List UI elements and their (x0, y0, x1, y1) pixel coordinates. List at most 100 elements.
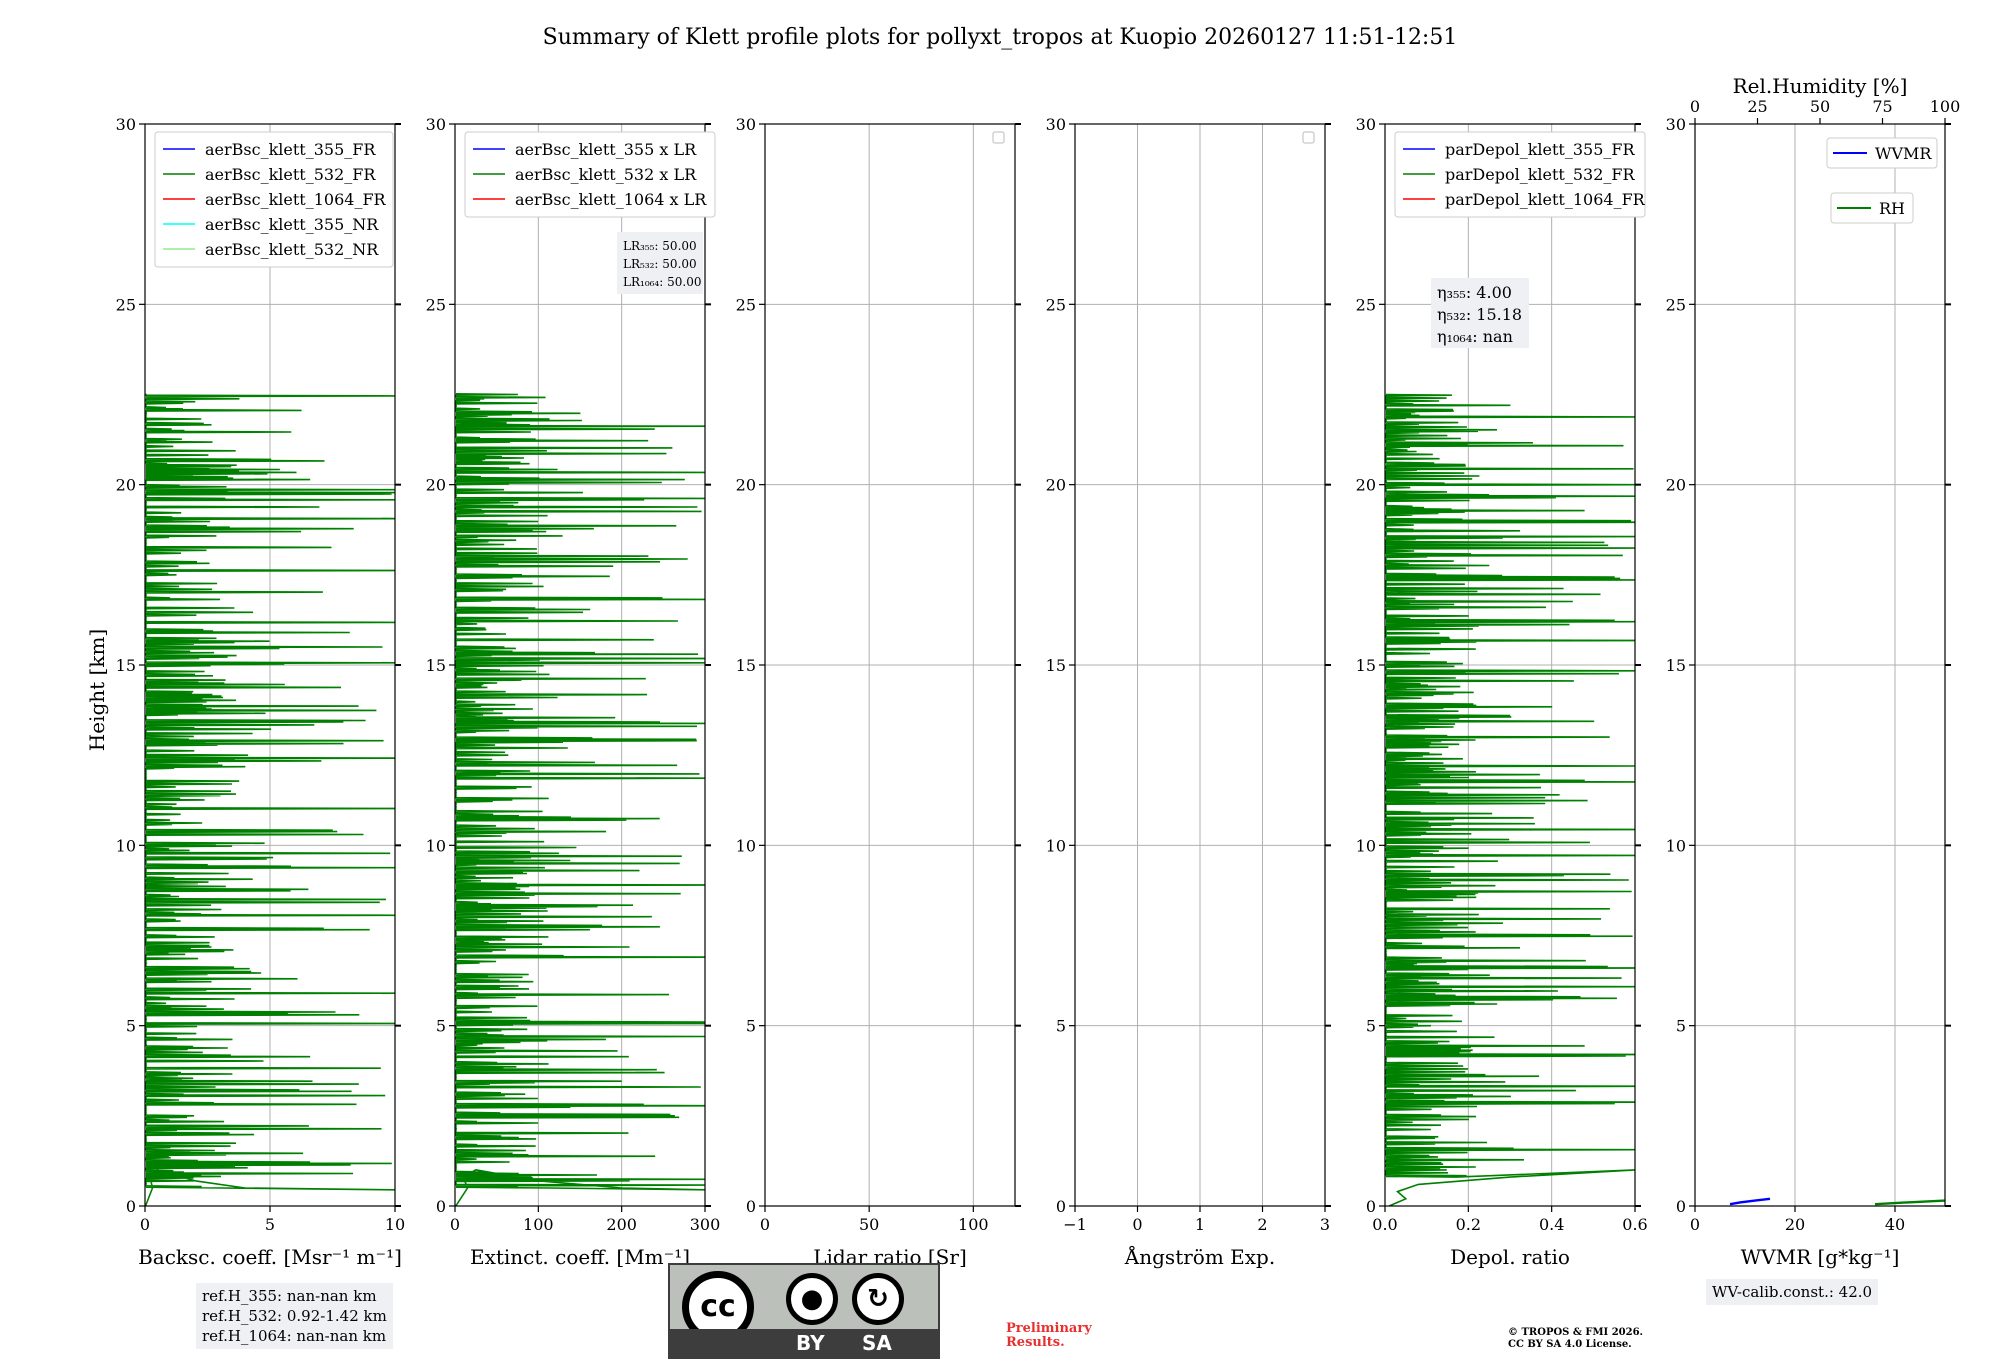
x-tick-label-depol: 0.0 (1372, 1215, 1397, 1234)
x-tick-label-backscatter: 5 (265, 1215, 275, 1234)
data-backscatter (145, 393, 395, 1206)
y-tick-label-angstrom: 5 (1056, 1017, 1066, 1036)
x-tick-label-angstrom: 2 (1257, 1215, 1267, 1234)
eta-box-line: η₁₀₆₄: nan (1437, 327, 1513, 346)
eta-box-line: η₃₅₅: 4.00 (1437, 283, 1512, 302)
copyright-note: © TROPOS & FMI 2026. CC BY SA 4.0 Licens… (1508, 1327, 1644, 1350)
series-line-RH (1874, 1199, 1945, 1206)
series-line-aerBsc_klett_532 x LR (455, 393, 705, 1206)
y-tick-label-backscatter: 30 (116, 115, 136, 134)
ref-height-532: ref.H_532: 0.92-1.42 km (202, 1307, 387, 1325)
top-x-tick-label: 100 (1930, 97, 1961, 116)
by-label: BY (796, 1331, 825, 1355)
ref-height-355: ref.H_355: nan-nan km (202, 1287, 377, 1305)
y-axis-label: Height [km] (85, 629, 109, 751)
legend-label-aerBsc_klett_1064 x LR: aerBsc_klett_1064 x LR (515, 190, 707, 209)
x-tick-label-wvmr: 40 (1885, 1215, 1905, 1234)
legend-label-aerBsc_klett_532_NR: aerBsc_klett_532_NR (205, 240, 379, 259)
y-tick-label-wvmr: 5 (1676, 1017, 1686, 1036)
eta-box-line: η₅₃₂: 15.18 (1437, 305, 1522, 324)
x-tick-label-wvmr: 0 (1690, 1215, 1700, 1234)
x-axis-label-depol: Depol. ratio (1450, 1245, 1570, 1269)
y-tick-label-wvmr: 10 (1666, 836, 1686, 855)
x-tick-label-lidar_ratio: 100 (958, 1215, 989, 1234)
lr-box-line: LR₁₀₆₄: 50.00 (623, 275, 701, 289)
x-axis-label-extinction: Extinct. coeff. [Mm⁻¹] (470, 1245, 690, 1269)
y-tick-label-wvmr: 20 (1666, 476, 1686, 495)
top-x-tick-label: 25 (1747, 97, 1767, 116)
x-tick-label-angstrom: 3 (1320, 1215, 1330, 1234)
legend-label-RH: RH (1879, 199, 1905, 218)
y-tick-label-extinction: 15 (426, 656, 446, 675)
x-tick-label-extinction: 200 (606, 1215, 637, 1234)
top-x-axis-label: Rel.Humidity [%] (1733, 74, 1908, 98)
y-tick-label-angstrom: 15 (1046, 656, 1066, 675)
y-tick-label-depol: 10 (1356, 836, 1376, 855)
panel-extinction: 0 100 200 300 0 5 10 15 20 25 30 Extinct. coeff. [M… (426, 115, 721, 1269)
top-x-tick-label: 50 (1810, 97, 1830, 116)
y-tick-label-lidar_ratio: 25 (736, 295, 756, 314)
legend-label-WVMR: WVMR (1875, 144, 1932, 163)
series-line-aerBsc_klett_532_FR (145, 393, 395, 1206)
preliminary-results-note: Preliminary Results. (1006, 1321, 1092, 1350)
cc-license-badge: cc ● ↻ BY SA (668, 1263, 940, 1359)
y-tick-label-extinction: 5 (436, 1017, 446, 1036)
y-tick-label-backscatter: 15 (116, 656, 136, 675)
y-tick-label-wvmr: 30 (1666, 115, 1686, 134)
legend-label-aerBsc_klett_355_NR: aerBsc_klett_355_NR (205, 215, 379, 234)
y-tick-label-angstrom: 20 (1046, 476, 1066, 495)
y-tick-label-angstrom: 30 (1046, 115, 1066, 134)
x-tick-label-extinction: 100 (523, 1215, 554, 1234)
x-axis-label-angstrom: Ångström Exp. (1124, 1244, 1275, 1269)
series-line-WVMR (1729, 1197, 1771, 1206)
legend-label-aerBsc_klett_532_FR: aerBsc_klett_532_FR (205, 165, 376, 184)
y-tick-label-depol: 0 (1366, 1197, 1376, 1216)
y-tick-label-backscatter: 25 (116, 295, 136, 314)
y-tick-label-angstrom: 10 (1046, 836, 1066, 855)
legend-box-backscatter (154, 131, 394, 268)
by-person-icon: ● (786, 1273, 838, 1325)
empty-legend-marker (1302, 131, 1315, 144)
y-tick-label-extinction: 10 (426, 836, 446, 855)
y-tick-label-lidar_ratio: 30 (736, 115, 756, 134)
x-tick-label-backscatter: 10 (385, 1215, 405, 1234)
lr-box (617, 232, 703, 294)
y-tick-label-extinction: 0 (436, 1197, 446, 1216)
legend-label-aerBsc_klett_355_FR: aerBsc_klett_355_FR (205, 140, 376, 159)
y-tick-label-extinction: 30 (426, 115, 446, 134)
y-tick-label-wvmr: 0 (1676, 1197, 1686, 1216)
y-tick-label-depol: 20 (1356, 476, 1376, 495)
x-tick-label-lidar_ratio: 50 (859, 1215, 879, 1234)
figure-title: Summary of Klett profile plots for polly… (543, 25, 1458, 50)
wv-calib-box: WV-calib.const.: 42.0 (1706, 1279, 1879, 1305)
top-x-tick-label: 75 (1872, 97, 1892, 116)
ref-height-1064: ref.H_1064: nan-nan km (202, 1327, 387, 1345)
sa-share-alike-icon: ↻ (852, 1273, 904, 1325)
sa-label: SA (862, 1331, 892, 1355)
y-tick-label-depol: 5 (1366, 1017, 1376, 1036)
data-depol (1385, 393, 1635, 1206)
x-tick-label-angstrom: −1 (1063, 1215, 1087, 1234)
y-tick-label-lidar_ratio: 20 (736, 476, 756, 495)
cc-badge-bar (670, 1329, 938, 1357)
lr-box-line: LR₃₅₅: 50.00 (623, 239, 697, 253)
ref-height-box: ref.H_355: nan-nan km ref.H_532: 0.92-1.… (196, 1283, 393, 1349)
y-tick-label-lidar_ratio: 0 (746, 1197, 756, 1216)
x-tick-label-extinction: 300 (690, 1215, 721, 1234)
legend-label-parDepol_klett_532_FR: parDepol_klett_532_FR (1445, 165, 1636, 184)
empty-legend-marker (992, 131, 1005, 144)
y-tick-label-depol: 25 (1356, 295, 1376, 314)
legend-label-aerBsc_klett_355 x LR: aerBsc_klett_355 x LR (515, 140, 697, 159)
y-tick-label-lidar_ratio: 10 (736, 836, 756, 855)
y-tick-label-extinction: 25 (426, 295, 446, 314)
y-tick-label-depol: 30 (1356, 115, 1376, 134)
y-tick-label-depol: 15 (1356, 656, 1376, 675)
y-tick-label-wvmr: 25 (1666, 295, 1686, 314)
x-tick-label-depol: 0.2 (1456, 1215, 1481, 1234)
legend-box-depol (1394, 131, 1646, 218)
x-tick-label-lidar_ratio: 0 (760, 1215, 770, 1234)
